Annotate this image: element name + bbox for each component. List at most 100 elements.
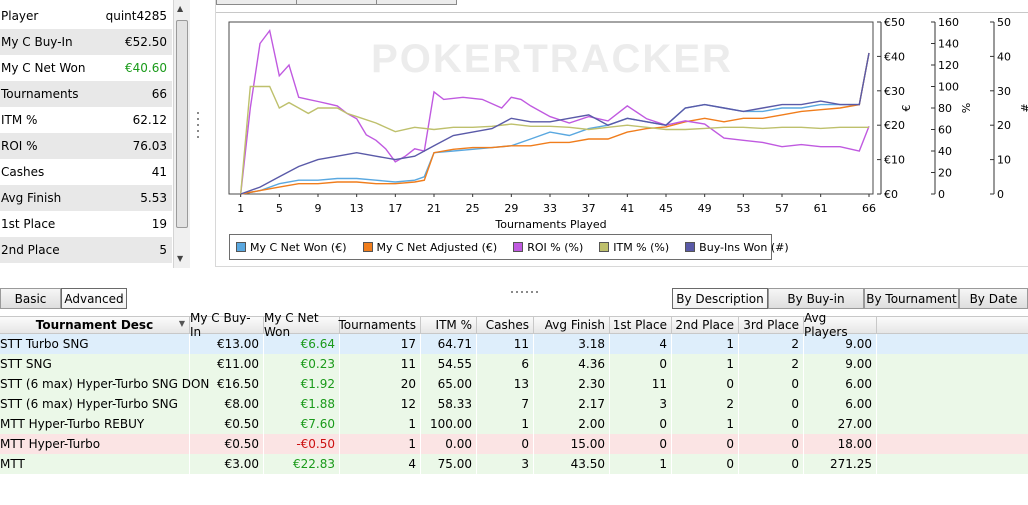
- table-cell: 1: [672, 414, 739, 434]
- pct-tick-label: 80: [938, 102, 952, 115]
- table-row[interactable]: MTT Hyper-Turbo REBUY €0.50 €7.60 1 100.00 1 2…: [0, 414, 1028, 434]
- legend-swatch: [513, 242, 524, 252]
- table-row[interactable]: MTT €3.00 €22.83 4 75.00 3 43.50 1 0 0 271.25: [0, 454, 1028, 474]
- table-row[interactable]: STT (6 max) Hyper-Turbo SNG €8.00 €1.88 12 5…: [0, 394, 1028, 414]
- table-cell: 58.33: [421, 394, 477, 414]
- view-tab[interactable]: By Date: [959, 288, 1028, 309]
- column-header[interactable]: 1st Place: [610, 317, 672, 333]
- view-tab[interactable]: By Description: [672, 288, 768, 309]
- euro-tick-label: €50: [884, 16, 905, 29]
- stat-label: My C Net Won: [1, 61, 86, 75]
- column-header[interactable]: 2nd Place: [672, 317, 739, 333]
- table-cell: 0: [739, 414, 804, 434]
- table-cell: STT (6 max) Hyper-Turbo SNG DON: [0, 374, 209, 394]
- horizontal-splitter-grip[interactable]: [511, 282, 541, 293]
- num-tick-label: 0: [997, 188, 1004, 201]
- table-cell: 2.00: [534, 414, 610, 434]
- stat-value: €52.50: [125, 35, 167, 49]
- table-cell: 0: [739, 394, 804, 414]
- table-cell: €1.92: [264, 374, 340, 394]
- stats-panel: Player quint4285 My C Buy-In €52.50 My C Net…: [0, 3, 172, 263]
- legend-item: Buy-Ins Won (#): [685, 241, 789, 254]
- column-header[interactable]: Tournaments: [338, 317, 421, 333]
- view-tab[interactable]: By Buy-in: [768, 288, 864, 309]
- column-header[interactable]: ITM %: [421, 317, 477, 333]
- x-tick-label: 53: [736, 202, 750, 215]
- table-cell: 0: [610, 414, 672, 434]
- column-header[interactable]: 3rd Place: [739, 317, 804, 333]
- pct-tick-label: 140: [938, 38, 959, 51]
- column-header[interactable]: Avg Players: [804, 311, 877, 339]
- stat-value: quint4285: [105, 9, 167, 23]
- euro-tick-label: €10: [884, 154, 905, 167]
- pct-tick-label: 120: [938, 59, 959, 72]
- table-cell: 20: [340, 374, 421, 394]
- table-cell: 271.25: [804, 454, 877, 474]
- euro-tick-label: €30: [884, 85, 905, 98]
- stat-label: ROI %: [1, 139, 38, 153]
- stat-row: Player quint4285: [0, 3, 172, 29]
- table-row[interactable]: STT Turbo SNG €13.00 €6.64 17 64.71 11 3.18 4 1 2…: [0, 334, 1028, 354]
- basic-button[interactable]: Basic: [0, 288, 61, 309]
- watermark-text: POKERTRACKER: [371, 37, 733, 81]
- table-cell: STT (6 max) Hyper-Turbo SNG: [0, 394, 190, 414]
- table-row[interactable]: MTT Hyper-Turbo €0.50 -€0.50 1 0.00 0 15.00 0 0 0…: [0, 434, 1028, 454]
- stat-value: 62.12: [132, 113, 167, 127]
- scroll-thumb[interactable]: [176, 20, 188, 228]
- table-cell: 0: [739, 434, 804, 454]
- stat-value: 66: [151, 87, 167, 101]
- results-graph: POKERTRACKER€50€40€30€20€10€0€1601401201…: [228, 16, 1028, 231]
- chart-tabs-stub[interactable]: [216, 0, 457, 5]
- scroll-up-arrow-icon[interactable]: ▲: [177, 4, 184, 13]
- table-cell: €13.00: [190, 334, 264, 354]
- stat-value: €40.60: [125, 61, 167, 75]
- column-header[interactable]: My C Net Won: [264, 311, 340, 339]
- table-cell: €0.50: [190, 434, 264, 454]
- table-row[interactable]: STT (6 max) Hyper-Turbo SNG DON €16.50 €1.…: [0, 374, 1028, 394]
- table-cell: MTT Hyper-Turbo: [0, 434, 190, 454]
- x-tick-label: 61: [814, 202, 828, 215]
- column-header[interactable]: Avg Finish: [534, 317, 610, 333]
- table-cell: €0.23: [264, 354, 340, 374]
- stat-row: ROI % 76.03: [0, 133, 172, 159]
- x-tick-label: 49: [698, 202, 712, 215]
- scroll-down-arrow-icon[interactable]: ▼: [177, 254, 184, 263]
- table-header: Tournament Desc ▼ My C Buy-In My C Net Won T…: [0, 311, 1028, 339]
- table-cell: 13: [477, 374, 534, 394]
- table-cell: 0: [672, 374, 739, 394]
- stat-label: 1st Place: [1, 217, 56, 231]
- table-cell: 4: [610, 334, 672, 354]
- column-header[interactable]: My C Buy-In: [190, 311, 264, 339]
- table-row[interactable]: STT SNG €11.00 €0.23 11 54.55 6 4.36 0 1 2 9.00: [0, 354, 1028, 374]
- x-tick-label: 33: [543, 202, 557, 215]
- column-header[interactable]: Cashes: [477, 317, 534, 333]
- x-tick-label: 45: [659, 202, 673, 215]
- table-cell: 54.55: [421, 354, 477, 374]
- x-tick-label: 5: [276, 202, 283, 215]
- x-tick-label: 41: [620, 202, 634, 215]
- table-cell: €6.64: [264, 334, 340, 354]
- legend-label: ITM % (%): [613, 240, 670, 254]
- legend-item: ITM % (%): [599, 241, 669, 254]
- stat-row: 1st Place 19: [0, 211, 172, 237]
- table-cell: 1: [672, 354, 739, 374]
- advanced-button[interactable]: Advanced: [61, 288, 127, 309]
- table-cell: €3.00: [190, 454, 264, 474]
- view-tab[interactable]: By Tournament: [864, 288, 959, 309]
- table-cell: 4.36: [534, 354, 610, 374]
- column-header[interactable]: Tournament Desc ▼: [0, 317, 190, 333]
- table-cell: 0.00: [421, 434, 477, 454]
- table-cell: 0: [739, 454, 804, 474]
- pct-tick-label: 20: [938, 167, 952, 180]
- x-tick-label: 66: [862, 202, 876, 215]
- vertical-splitter-grip[interactable]: [196, 112, 200, 142]
- sort-arrow-icon: ▼: [178, 319, 185, 328]
- table-cell: 0: [672, 434, 739, 454]
- x-tick-label: 29: [504, 202, 518, 215]
- x-tick-label: 13: [350, 202, 364, 215]
- table-cell: 43.50: [534, 454, 610, 474]
- table-cell: 0: [672, 454, 739, 474]
- stat-label: Player: [1, 9, 39, 23]
- stats-scrollbar[interactable]: ▲ ▼: [173, 0, 190, 268]
- table-cell: 9.00: [804, 354, 877, 374]
